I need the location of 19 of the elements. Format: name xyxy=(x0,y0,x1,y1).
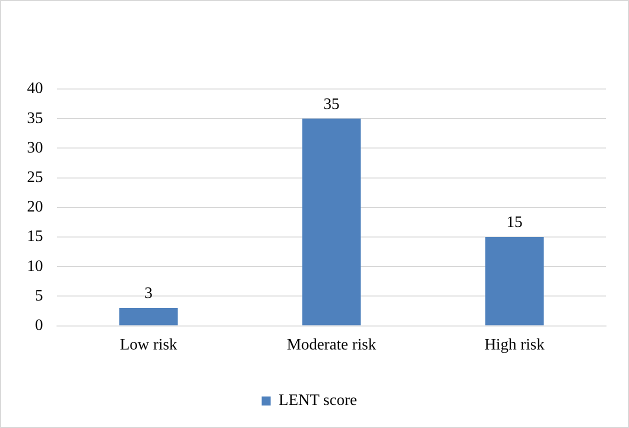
y-tick-label: 30 xyxy=(27,139,43,156)
data-label: 3 xyxy=(144,285,152,302)
y-tick-label: 10 xyxy=(27,258,43,275)
y-tick-label: 20 xyxy=(27,198,43,216)
data-label: 15 xyxy=(506,214,522,232)
bar xyxy=(119,308,178,326)
y-tick-label: 35 xyxy=(27,110,43,127)
y-tick-label: 15 xyxy=(27,228,43,246)
y-tick-label: 0 xyxy=(35,317,43,334)
data-label: 35 xyxy=(324,96,340,113)
y-tick-label: 5 xyxy=(35,287,43,304)
y-tick-label: 40 xyxy=(27,80,43,98)
legend-label: LENT score xyxy=(278,392,358,410)
bar xyxy=(302,118,361,326)
x-tick-label: High risk xyxy=(484,336,544,354)
bar xyxy=(485,237,544,326)
y-tick-label: 25 xyxy=(27,169,43,186)
x-tick-label: Moderate risk xyxy=(286,336,376,354)
x-tick-label: Low risk xyxy=(120,336,178,354)
